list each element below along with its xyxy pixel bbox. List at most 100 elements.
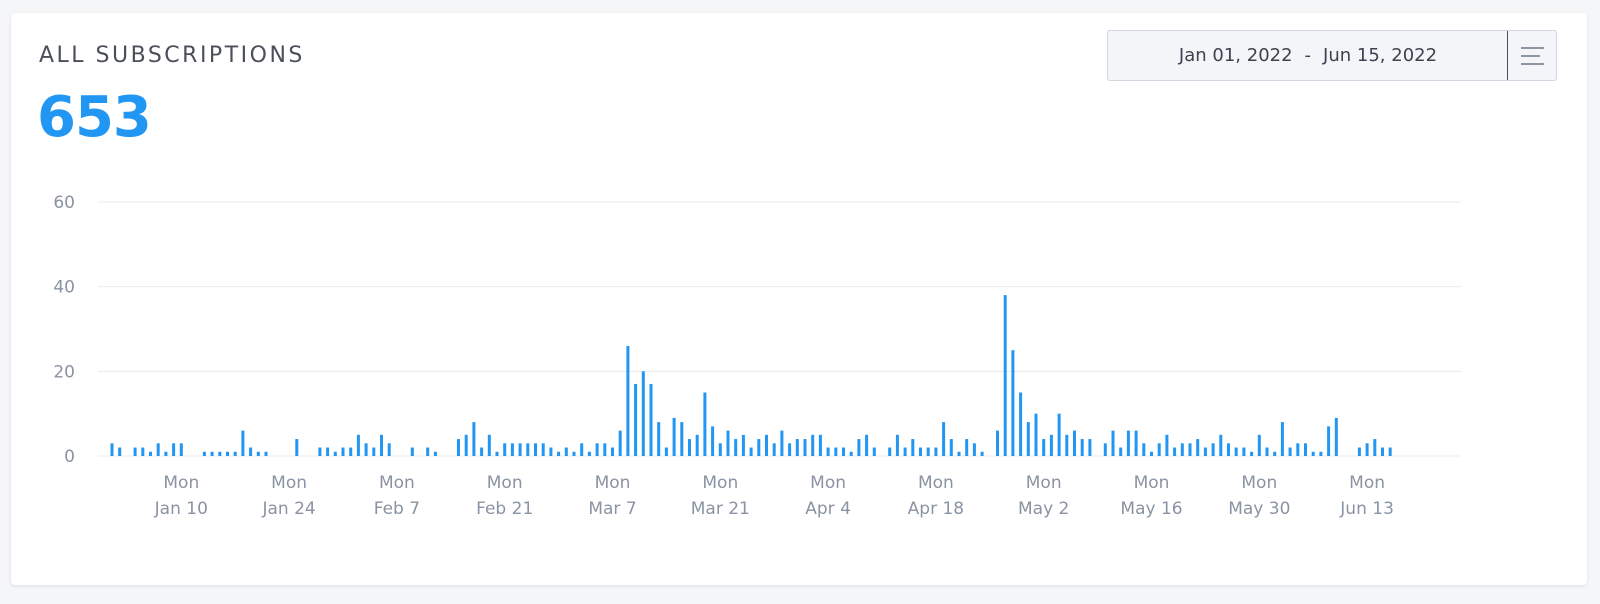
bar — [457, 439, 460, 456]
bar — [380, 434, 383, 456]
bar — [156, 443, 160, 456]
bar — [849, 451, 853, 456]
bar — [1388, 447, 1392, 456]
x-tick-date: Jan 10 — [154, 499, 208, 519]
date-range-input[interactable]: Jan 01, 2022 - Jun 15, 2022 — [1108, 31, 1508, 80]
total-count: 653 — [37, 85, 152, 150]
bar — [803, 439, 807, 456]
subscriptions-bar-chart: 0 20 40 60 Mon Jan 10 Mon Jan 24 Mon Feb 7 Mon Feb … — [53, 193, 1461, 519]
bar — [1334, 417, 1338, 456]
bar — [618, 430, 622, 456]
bar — [495, 451, 499, 456]
bar — [480, 447, 484, 456]
x-tick-date: Jun 13 — [1339, 499, 1394, 519]
bar — [534, 443, 537, 456]
y-tick-label: 0 — [64, 447, 75, 467]
bar — [518, 443, 522, 456]
bar — [1288, 447, 1292, 456]
bar — [1273, 451, 1277, 456]
bar — [1057, 413, 1061, 456]
bar — [718, 443, 722, 456]
bar — [872, 447, 876, 456]
bar — [980, 451, 984, 456]
x-tick-weekday: Mon — [163, 473, 199, 493]
bar — [865, 434, 869, 456]
bar — [226, 451, 229, 456]
bar — [765, 434, 768, 456]
x-tick-weekday: Mon — [702, 473, 738, 493]
x-tick-date: Feb 7 — [374, 499, 420, 519]
bar — [1219, 434, 1223, 456]
x-tick-weekday: Mon — [487, 473, 523, 493]
bar — [572, 451, 576, 456]
bar — [433, 451, 437, 456]
bar — [895, 434, 899, 456]
bar — [1242, 447, 1246, 456]
x-tick-weekday: Mon — [918, 473, 954, 493]
x-tick-weekday: Mon — [379, 473, 415, 493]
bar — [218, 451, 222, 456]
y-tick-label: 60 — [53, 193, 75, 213]
bar — [834, 447, 838, 456]
bar — [826, 447, 830, 456]
x-tick-date: Apr 4 — [805, 499, 851, 519]
bar — [356, 434, 360, 456]
x-tick-weekday: Mon — [1349, 473, 1385, 493]
x-tick-weekday: Mon — [595, 473, 631, 493]
bar — [333, 451, 337, 456]
bar — [1026, 422, 1030, 456]
bar — [595, 443, 599, 456]
bar — [903, 447, 907, 456]
bar — [949, 439, 953, 456]
bar — [202, 451, 206, 456]
bar — [1250, 451, 1254, 456]
bar — [957, 451, 961, 456]
x-tick-date: May 2 — [1018, 499, 1069, 519]
bar — [464, 434, 468, 456]
date-range-start: Jan 01, 2022 — [1178, 45, 1293, 66]
bar — [164, 451, 168, 456]
card-title: ALL SUBSCRIPTIONS — [39, 43, 305, 68]
bar — [711, 426, 715, 456]
bar — [603, 443, 607, 456]
date-range-end: Jun 15, 2022 — [1323, 45, 1438, 66]
bar — [587, 451, 591, 456]
bar — [1319, 451, 1323, 456]
bar — [1073, 430, 1076, 456]
bar — [1049, 434, 1053, 456]
bar — [772, 443, 776, 456]
bar — [1042, 439, 1046, 456]
bar — [1280, 422, 1284, 456]
x-tick-date: May 16 — [1120, 499, 1182, 519]
bar — [942, 422, 946, 456]
x-tick-date: Feb 21 — [476, 499, 533, 519]
bar — [972, 443, 976, 456]
bar — [749, 447, 753, 456]
bar — [580, 443, 584, 456]
bar — [1103, 443, 1107, 456]
x-tick-weekday: Mon — [1026, 473, 1062, 493]
bar — [410, 447, 414, 456]
bar — [349, 447, 353, 456]
bar — [672, 417, 676, 456]
bar — [210, 451, 214, 456]
bar — [172, 443, 176, 456]
date-range-picker[interactable]: Jan 01, 2022 - Jun 15, 2022 — [1107, 30, 1557, 81]
bar — [634, 384, 638, 456]
bar — [1373, 439, 1377, 456]
bar — [1165, 434, 1169, 456]
bar — [487, 434, 491, 456]
bar — [1257, 434, 1261, 456]
bar — [1327, 426, 1331, 456]
date-range-separator: - — [1304, 45, 1312, 66]
bar — [510, 443, 514, 456]
menu-button[interactable] — [1507, 31, 1557, 80]
bar — [149, 451, 152, 456]
x-tick-date: Apr 18 — [908, 499, 964, 519]
bar — [741, 434, 745, 456]
bar — [372, 447, 376, 456]
bar — [1188, 443, 1192, 456]
bar — [1111, 430, 1115, 456]
bar — [919, 447, 922, 456]
bar — [1180, 443, 1184, 456]
